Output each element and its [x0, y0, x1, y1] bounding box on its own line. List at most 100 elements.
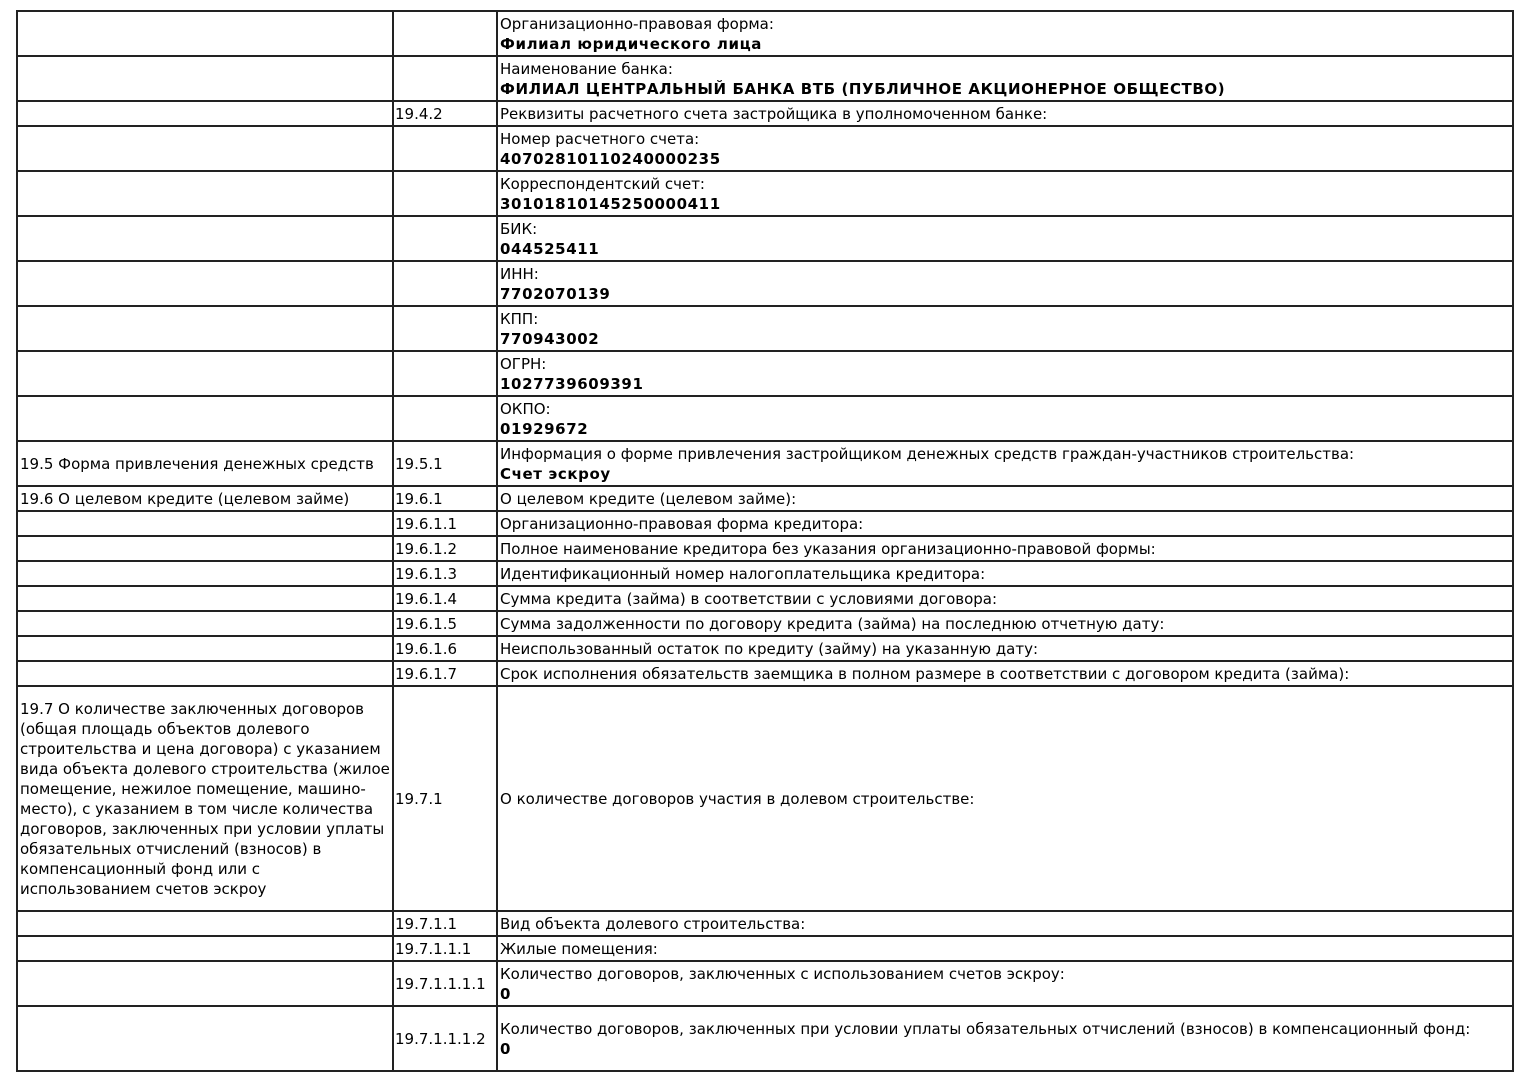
code-cell: 19.7.1	[392, 685, 498, 912]
content-cell: Вид объекта долевого строительства:	[496, 910, 1514, 937]
field-label: ИНН:	[500, 264, 539, 283]
code-cell: 19.4.2	[392, 100, 498, 127]
table-row: 19.6.1.7 Срок исполнения обязательств зае…	[16, 660, 1514, 687]
table-row: 19.4.2 Реквизиты расчетного счета застрой…	[16, 100, 1514, 127]
table-row: 19.7.1.1 Вид объекта долевого строительст…	[16, 910, 1514, 937]
section-cell	[16, 215, 394, 262]
section-cell	[16, 395, 394, 442]
section-cell	[16, 560, 394, 587]
content-cell: Наименование банка: ФИЛИАЛ ЦЕНТРАЛЬНЫЙ БА…	[496, 55, 1514, 102]
content-cell: Сумма задолженности по договору кредита …	[496, 610, 1514, 637]
code-cell: 19.6.1.2	[392, 535, 498, 562]
section-cell: 19.7 О количестве заключенных договоров …	[16, 685, 394, 912]
code-cell: 19.6.1.6	[392, 635, 498, 662]
field-label: О количестве договоров участия в долевом…	[500, 789, 975, 808]
section-cell	[16, 960, 394, 1007]
field-label: Номер расчетного счета:	[500, 129, 700, 148]
content-cell: Информация о форме привлечения застройщи…	[496, 440, 1514, 487]
table-row: 19.6.1.6 Неиспользованный остаток по кред…	[16, 635, 1514, 662]
code-cell: 19.5.1	[392, 440, 498, 487]
section-cell	[16, 260, 394, 307]
section-cell	[16, 55, 394, 102]
table-row: 19.6.1.4 Сумма кредита (займа) в соответс…	[16, 585, 1514, 612]
table-row: 19.6.1.5 Сумма задолженности по договору …	[16, 610, 1514, 637]
field-label: Жилые помещения:	[500, 939, 658, 958]
table-row: 19.5 Форма привлечения денежных средств 1…	[16, 440, 1514, 487]
field-value: Филиал юридического лица	[500, 34, 763, 53]
content-cell: ОГРН: 1027739609391	[496, 350, 1514, 397]
field-label: Количество договоров, заключенных с испо…	[500, 964, 1065, 983]
code-cell	[392, 260, 498, 307]
content-cell: Организационно-правовая форма: Филиал юри…	[496, 10, 1514, 57]
content-cell: ИНН: 7702070139	[496, 260, 1514, 307]
code-cell: 19.6.1.5	[392, 610, 498, 637]
field-label: Организационно-правовая форма кредитора:	[500, 514, 864, 533]
field-value: 30101810145250000411	[500, 194, 721, 213]
content-cell: Номер расчетного счета: 40702810110240000…	[496, 125, 1514, 172]
field-label: Организационно-правовая форма:	[500, 14, 774, 33]
content-cell: О количестве договоров участия в долевом…	[496, 685, 1514, 912]
section-cell	[16, 910, 394, 937]
section-cell	[16, 635, 394, 662]
field-value: 1027739609391	[500, 374, 644, 393]
field-label: Реквизиты расчетного счета застройщика в…	[500, 104, 1048, 123]
field-value: 770943002	[500, 329, 600, 348]
content-cell: Корреспондентский счет: 30101810145250000…	[496, 170, 1514, 217]
code-cell: 19.7.1.1	[392, 910, 498, 937]
content-cell: БИК: 044525411	[496, 215, 1514, 262]
table-row: 19.7.1.1.1.1 Количество договоров, заключ…	[16, 960, 1514, 1007]
field-value: 01929672	[500, 419, 589, 438]
code-cell	[392, 305, 498, 352]
section-cell	[16, 170, 394, 217]
code-cell: 19.7.1.1.1.2	[392, 1005, 498, 1072]
field-value: 7702070139	[500, 284, 611, 303]
code-cell: 19.6.1	[392, 485, 498, 512]
section-cell	[16, 350, 394, 397]
table-row: БИК: 044525411	[16, 215, 1514, 262]
table-row: ИНН: 7702070139	[16, 260, 1514, 307]
table-row: 19.7.1.1.1.2 Количество договоров, заключ…	[16, 1005, 1514, 1072]
field-label: Информация о форме привлечения застройщи…	[500, 444, 1355, 463]
code-cell	[392, 395, 498, 442]
content-cell: Реквизиты расчетного счета застройщика в…	[496, 100, 1514, 127]
section-cell	[16, 510, 394, 537]
code-cell: 19.6.1.7	[392, 660, 498, 687]
code-cell	[392, 350, 498, 397]
field-value: 0	[500, 1039, 512, 1058]
field-label: Количество договоров, заключенных при ус…	[500, 1019, 1471, 1038]
table-row: ОКПО: 01929672	[16, 395, 1514, 442]
table-row: Корреспондентский счет: 30101810145250000…	[16, 170, 1514, 217]
field-label: Наименование банка:	[500, 59, 673, 78]
section-cell	[16, 100, 394, 127]
table-row: 19.6 О целевом кредите (целевом займе) 19…	[16, 485, 1514, 512]
table-row: Организационно-правовая форма: Филиал юри…	[16, 10, 1514, 57]
code-cell: 19.6.1.4	[392, 585, 498, 612]
content-cell: Сумма кредита (займа) в соответствии с у…	[496, 585, 1514, 612]
table-row: 19.7 О количестве заключенных договоров …	[16, 685, 1514, 912]
table-row: КПП: 770943002	[16, 305, 1514, 352]
content-cell: Срок исполнения обязательств заемщика в …	[496, 660, 1514, 687]
code-cell	[392, 55, 498, 102]
field-label: Сумма задолженности по договору кредита …	[500, 614, 1165, 633]
section-cell	[16, 535, 394, 562]
content-cell: О целевом кредите (целевом займе):	[496, 485, 1514, 512]
content-cell: КПП: 770943002	[496, 305, 1514, 352]
field-label: Срок исполнения обязательств заемщика в …	[500, 664, 1350, 683]
field-value: Счет эскроу	[500, 464, 611, 483]
field-label: Идентификационный номер налогоплательщик…	[500, 564, 986, 583]
field-label: Корреспондентский счет:	[500, 174, 705, 193]
code-cell	[392, 10, 498, 57]
field-value: 40702810110240000235	[500, 149, 721, 168]
field-label: Полное наименование кредитора без указан…	[500, 539, 1156, 558]
section-cell	[16, 610, 394, 637]
section-cell	[16, 585, 394, 612]
section-cell	[16, 935, 394, 962]
table-row: Номер расчетного счета: 40702810110240000…	[16, 125, 1514, 172]
field-label: ОКПО:	[500, 399, 551, 418]
code-cell: 19.6.1.3	[392, 560, 498, 587]
field-label: Вид объекта долевого строительства:	[500, 914, 806, 933]
field-label: Сумма кредита (займа) в соответствии с у…	[500, 589, 998, 608]
table-row: 19.6.1.2 Полное наименование кредитора бе…	[16, 535, 1514, 562]
section-cell	[16, 660, 394, 687]
table-body: Организационно-правовая форма: Филиал юри…	[16, 10, 1514, 1072]
